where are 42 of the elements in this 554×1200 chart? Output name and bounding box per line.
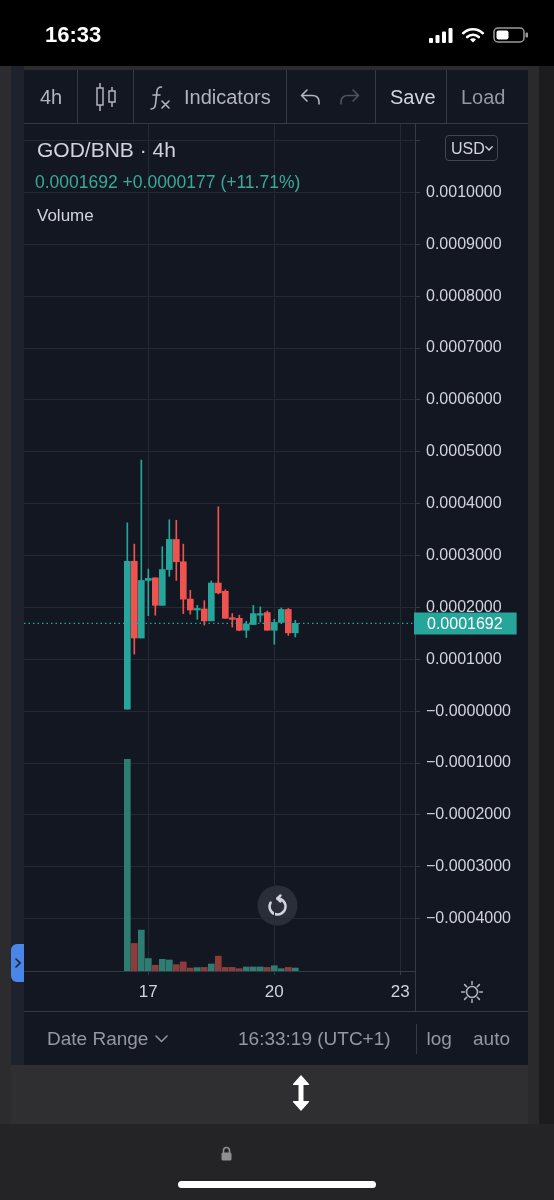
text: Indicators <box>184 84 271 110</box>
ref-line-label: 0.0001692 <box>427 614 503 632</box>
y-tick-label: 0.0004000 <box>426 494 502 512</box>
y-tick-label: 0.0002000 <box>426 597 502 615</box>
y-tick-label: 0.0005000 <box>426 442 502 460</box>
bar <box>207 963 215 971</box>
y-tick-label: −0.0000000 <box>426 701 512 719</box>
y-tick-label: 0.0003000 <box>426 545 502 563</box>
y-tick-label: −0.0003000 <box>426 857 512 875</box>
text: Date Range <box>47 1026 149 1051</box>
y-tick-label: 0.0009000 <box>426 234 502 252</box>
chart-title: Volume <box>37 205 94 226</box>
text: Save <box>390 84 436 110</box>
y-tick-label: 0.0008000 <box>426 286 502 304</box>
text: 16:33:19 (UTC+1) <box>238 1026 391 1051</box>
y-tick-label: −0.0004000 <box>426 909 512 927</box>
y-tick-label: 0.0010000 <box>426 182 502 200</box>
x-tick-label: 20 <box>264 981 284 1001</box>
bar <box>193 967 201 971</box>
x-tick-label: 17 <box>138 981 158 1001</box>
text: 4h <box>40 84 63 110</box>
bar <box>284 967 292 971</box>
y-tick-label: 0.0006000 <box>426 390 502 408</box>
y-tick-label: −0.0002000 <box>426 805 512 823</box>
y-tick-label: −0.0001000 <box>426 753 512 771</box>
bar <box>291 967 299 971</box>
text: 0.0001692 +0.0000177 (+11.71%) <box>35 171 301 193</box>
text: USD <box>451 138 485 159</box>
bar <box>130 943 138 971</box>
y-tick-label: 0.0007000 <box>426 338 502 356</box>
text: GOD/BNB · 4h <box>37 137 176 163</box>
bar <box>200 967 208 971</box>
bar <box>263 967 271 971</box>
y-tick-label: 0.0001000 <box>426 649 502 667</box>
x-tick-label: 23 <box>390 981 410 1001</box>
text: log <box>426 1026 452 1051</box>
bar <box>151 964 159 971</box>
text: Load <box>461 84 506 110</box>
text: auto <box>473 1026 510 1051</box>
bar <box>123 759 131 971</box>
text: 16:33 <box>45 21 102 49</box>
candlestick <box>193 605 201 620</box>
